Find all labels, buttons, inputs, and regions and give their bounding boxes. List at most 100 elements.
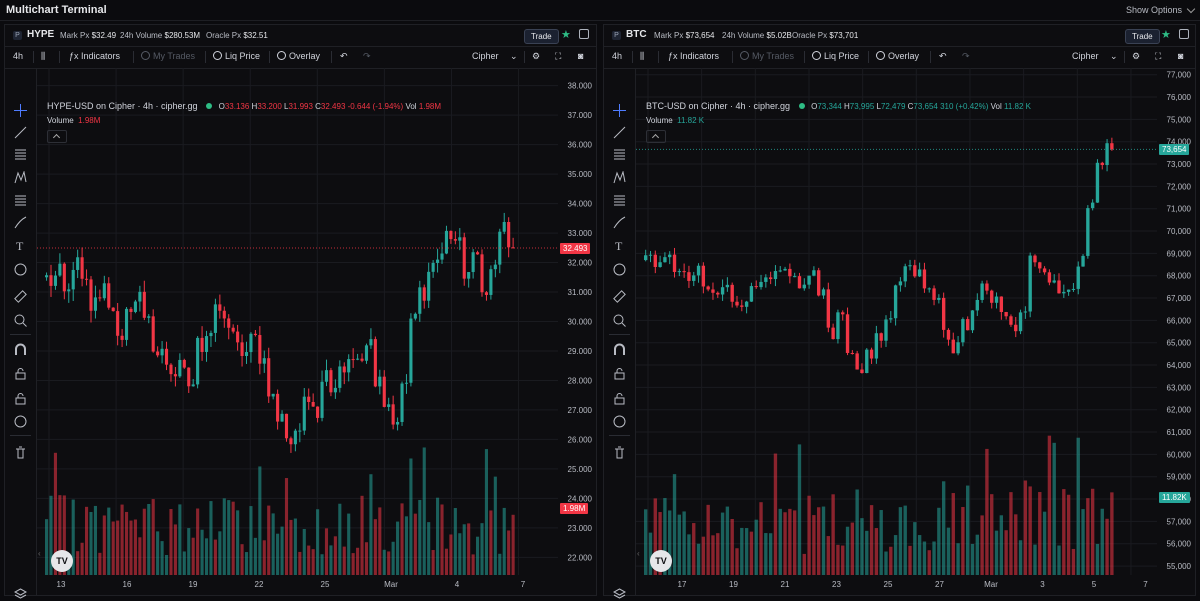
emoji-icon[interactable]: [613, 263, 626, 276]
favorite-star-icon[interactable]: ★: [561, 29, 571, 41]
source-selector[interactable]: Cipher: [1072, 51, 1099, 61]
ruler-icon[interactable]: [14, 290, 27, 303]
zoom-in-icon[interactable]: [613, 314, 626, 327]
candle-type-icon[interactable]: ⫼: [41, 51, 46, 61]
liq-price-button[interactable]: Liq Price: [213, 51, 260, 61]
trash-icon[interactable]: [613, 446, 626, 459]
candle-body: [133, 301, 137, 312]
camera-icon[interactable]: ◙: [578, 51, 584, 61]
candle-body: [124, 308, 129, 340]
volume-bar: [1095, 543, 1100, 575]
lock-icon[interactable]: [14, 392, 27, 405]
time-tick-label: 4: [455, 580, 460, 589]
indicators-button[interactable]: ƒx Indicators: [668, 51, 720, 61]
trash-icon[interactable]: [14, 446, 27, 459]
my-trades-button[interactable]: My Trades: [141, 51, 195, 61]
fib-lines-icon[interactable]: [613, 194, 626, 207]
chevron-down-icon[interactable]: ⌄: [1110, 51, 1118, 61]
emoji-icon[interactable]: [14, 263, 27, 276]
undo-icon[interactable]: ↶: [939, 51, 947, 61]
tradingview-logo[interactable]: TV: [51, 550, 73, 572]
favorite-star-icon[interactable]: ★: [1161, 29, 1171, 41]
interval-selector[interactable]: 4h: [13, 51, 24, 61]
time-tick-label: 23: [832, 580, 841, 589]
redo-icon[interactable]: ↷: [962, 51, 970, 61]
crosshair-icon[interactable]: [613, 104, 626, 117]
price-axis[interactable]: 38.000 37.000 36.000 35.000 34.000 33.000 32.0…: [558, 68, 596, 575]
chart-area[interactable]: [37, 68, 558, 575]
volume-bar: [994, 530, 999, 575]
zoom-in-icon[interactable]: [14, 314, 27, 327]
lock-icon[interactable]: [613, 392, 626, 405]
chart-area[interactable]: [636, 68, 1157, 575]
eye-icon[interactable]: [14, 415, 27, 428]
camera-icon[interactable]: ◙: [1178, 51, 1184, 61]
popout-icon[interactable]: [1179, 29, 1189, 39]
volume-bar: [1004, 530, 1008, 575]
horizontal-lines-icon[interactable]: [613, 148, 626, 161]
interval-selector[interactable]: 4h: [612, 51, 623, 61]
time-axis[interactable]: 17 19 21 23 25 27 Mar 3 5 7: [636, 575, 1157, 595]
settings-gear-icon[interactable]: ⚙: [532, 51, 541, 61]
chevron-left-icon[interactable]: ‹: [637, 549, 640, 558]
volume-bar: [1090, 488, 1095, 575]
trade-button[interactable]: Trade: [1125, 29, 1160, 44]
legend-title[interactable]: HYPE-USD on Cipher · 4h · cipher.gg: [47, 101, 198, 111]
popout-icon[interactable]: [579, 29, 589, 39]
candle-body: [711, 289, 715, 293]
text-icon[interactable]: T: [14, 239, 27, 252]
symbol-label[interactable]: BTC: [626, 29, 647, 40]
volume-bar: [196, 508, 200, 575]
my-trades-button[interactable]: My Trades: [740, 51, 794, 61]
time-axis[interactable]: 13 16 19 22 25 Mar 4 7: [37, 575, 558, 595]
overlay-button[interactable]: Overlay: [277, 51, 320, 61]
overlay-button[interactable]: Overlay: [876, 51, 919, 61]
ruler-icon[interactable]: [613, 290, 626, 303]
candle-body: [1033, 255, 1037, 263]
layers-icon[interactable]: [14, 588, 27, 601]
pattern-icon[interactable]: [14, 171, 27, 184]
candle-body: [672, 254, 677, 272]
pattern-icon[interactable]: [613, 171, 626, 184]
collapse-legend-button[interactable]: [646, 130, 666, 143]
collapse-legend-button[interactable]: [47, 130, 67, 143]
trend-line-icon[interactable]: [14, 126, 27, 139]
layers-icon[interactable]: [613, 588, 626, 601]
trend-line-icon[interactable]: [613, 126, 626, 139]
undo-icon[interactable]: ↶: [340, 51, 348, 61]
text-icon[interactable]: T: [613, 239, 626, 252]
brush-icon[interactable]: [14, 216, 27, 229]
chevron-left-icon[interactable]: ‹: [38, 549, 41, 558]
volume-bar: [271, 513, 275, 575]
magnet-icon[interactable]: [14, 343, 27, 356]
fullscreen-icon[interactable]: ⛶: [1155, 51, 1162, 61]
legend-title[interactable]: BTC-USD on Cipher · 4h · cipher.gg: [646, 101, 791, 111]
eye-icon[interactable]: [613, 415, 626, 428]
show-options-button[interactable]: Show Options: [1125, 5, 1182, 15]
brush-icon[interactable]: [613, 216, 626, 229]
symbol-label[interactable]: HYPE: [27, 29, 55, 40]
chevron-down-icon[interactable]: ⌄: [510, 51, 518, 61]
candle-body: [860, 369, 864, 374]
source-selector[interactable]: Cipher: [472, 51, 499, 61]
trade-button[interactable]: Trade: [524, 29, 559, 44]
settings-gear-icon[interactable]: ⚙: [1132, 51, 1141, 61]
horizontal-lines-icon[interactable]: [14, 148, 27, 161]
candle-body: [507, 221, 511, 248]
candle-body: [1047, 272, 1052, 283]
tradingview-logo[interactable]: TV: [650, 550, 672, 572]
fullscreen-icon[interactable]: ⛶: [555, 51, 562, 61]
indicators-button[interactable]: ƒx Indicators: [69, 51, 121, 61]
redo-icon[interactable]: ↷: [363, 51, 371, 61]
lock-draw-icon[interactable]: [613, 367, 626, 380]
volume-bar: [797, 444, 802, 575]
magnet-icon[interactable]: [613, 343, 626, 356]
crosshair-icon[interactable]: [14, 104, 27, 117]
liq-price-button[interactable]: Liq Price: [812, 51, 859, 61]
candle-type-icon[interactable]: ⫼: [640, 51, 645, 61]
lock-draw-icon[interactable]: [14, 367, 27, 380]
price-axis[interactable]: 77,000 76,000 75,000 74,000 73,000 72,000 71,0…: [1157, 68, 1195, 575]
candle-body: [431, 262, 435, 272]
fib-lines-icon[interactable]: [14, 194, 27, 207]
chevron-down-icon[interactable]: [1186, 4, 1196, 14]
